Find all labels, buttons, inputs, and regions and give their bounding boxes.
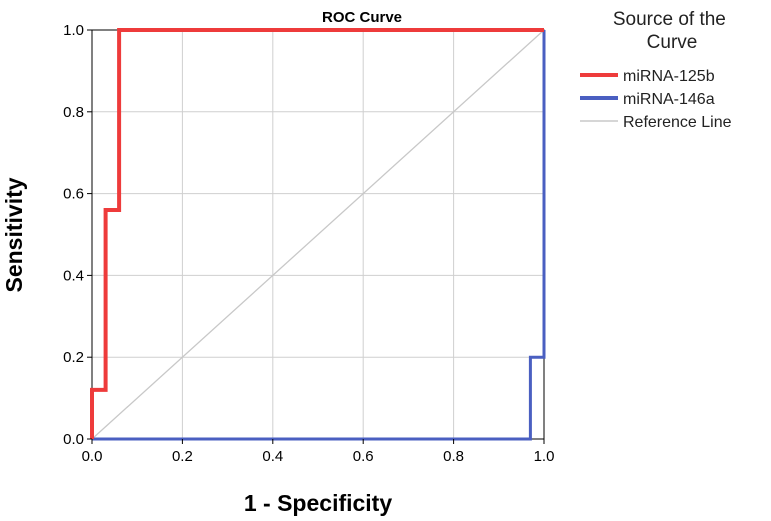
legend-items: miRNA-125b miRNA-146a Reference Line: [580, 68, 732, 131]
y-tick-label: 0.8: [63, 104, 84, 121]
legend-label-reference-line: Reference Line: [623, 114, 732, 131]
series-line-reference-line: [91, 29, 545, 440]
y-axis-title: Sensitivity: [1, 177, 27, 292]
series-line-mirna-146a: [92, 30, 546, 441]
y-axis-ticks: 0.0 0.2 0.4 0.6 0.8 1.0: [63, 22, 92, 448]
x-tick-label: 0.2: [172, 448, 193, 465]
y-tick-label: 0.2: [63, 349, 84, 366]
legend-title-line-1: Source of the: [613, 9, 726, 30]
series-layer: [90, 28, 546, 441]
legend-title-line-2: Curve: [647, 32, 698, 53]
x-tick-label: 0.0: [82, 448, 103, 465]
x-tick-label: 0.4: [262, 448, 283, 465]
x-axis-ticks: 0.0 0.2 0.4 0.6 0.8 1.0: [82, 439, 555, 465]
legend: Source of the Curve miRNA-125b miRNA-146a…: [580, 9, 732, 131]
y-tick-label: 1.0: [63, 22, 84, 39]
legend-title: Source of the Curve: [613, 9, 731, 53]
series-line-mirna-125b: [90, 28, 544, 439]
y-tick-label: 0.6: [63, 186, 84, 203]
x-axis-title: 1 - Specificity: [244, 490, 392, 516]
chart-title: ROC Curve: [322, 9, 402, 26]
y-tick-label: 0.0: [63, 431, 84, 448]
x-tick-label: 0.8: [443, 448, 464, 465]
legend-label-mirna-125b: miRNA-125b: [623, 68, 715, 85]
legend-label-mirna-146a: miRNA-146a: [623, 91, 715, 108]
x-tick-label: 0.6: [353, 448, 374, 465]
y-tick-label: 0.4: [63, 267, 84, 284]
x-tick-label: 1.0: [534, 448, 555, 465]
